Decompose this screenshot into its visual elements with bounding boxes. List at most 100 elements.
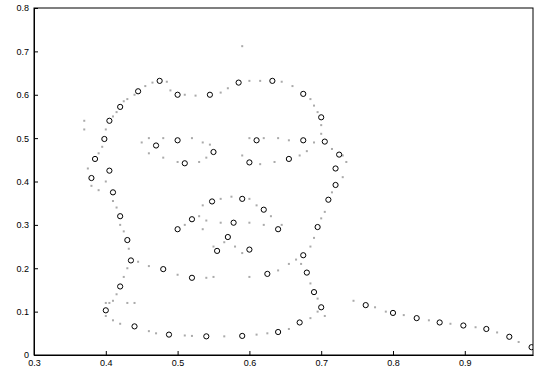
point-square bbox=[313, 237, 315, 239]
tick: 0.5 bbox=[16, 134, 38, 144]
point-square bbox=[342, 176, 344, 178]
tick-mark bbox=[321, 351, 322, 355]
point-square bbox=[148, 265, 150, 267]
point-square bbox=[234, 246, 236, 248]
point-square bbox=[209, 144, 211, 146]
point-square bbox=[112, 300, 114, 302]
point-circle bbox=[125, 237, 130, 242]
point-square bbox=[309, 282, 311, 284]
point-square bbox=[248, 80, 250, 82]
point-square bbox=[126, 267, 128, 269]
point-square bbox=[248, 222, 250, 224]
point-circle bbox=[270, 78, 275, 83]
point-square bbox=[105, 181, 107, 183]
point-circle bbox=[390, 310, 395, 315]
point-circle bbox=[107, 118, 112, 123]
point-circle bbox=[363, 303, 368, 308]
point-square bbox=[148, 137, 150, 139]
point-square bbox=[148, 330, 150, 332]
point-square bbox=[141, 141, 143, 143]
tick: 0 bbox=[24, 350, 38, 360]
point-square bbox=[309, 98, 311, 100]
point-square bbox=[385, 311, 387, 313]
point-circle bbox=[507, 334, 512, 339]
point-square bbox=[331, 148, 333, 150]
point-circle bbox=[484, 326, 489, 331]
point-circle bbox=[254, 138, 259, 143]
point-square bbox=[288, 139, 290, 141]
point-circle bbox=[89, 175, 94, 180]
point-square bbox=[320, 217, 322, 219]
point-square bbox=[259, 80, 261, 82]
point-circle bbox=[118, 214, 123, 219]
point-square bbox=[313, 105, 315, 107]
point-square bbox=[256, 334, 258, 336]
point-circle bbox=[161, 267, 166, 272]
point-circle bbox=[261, 207, 266, 212]
point-square bbox=[313, 141, 315, 143]
point-square bbox=[123, 100, 125, 102]
point-square bbox=[277, 137, 279, 139]
point-square bbox=[270, 215, 272, 217]
point-square bbox=[198, 215, 200, 217]
point-square bbox=[144, 85, 146, 87]
point-circle bbox=[157, 78, 162, 83]
point-circle bbox=[315, 224, 320, 229]
point-circle bbox=[265, 271, 270, 276]
y-axis: 00.10.20.30.40.50.60.70.8 bbox=[16, 3, 38, 360]
point-circle bbox=[276, 329, 281, 334]
point-square bbox=[105, 315, 107, 317]
point-square bbox=[105, 302, 107, 304]
point-square bbox=[428, 319, 430, 321]
point-circle bbox=[175, 92, 180, 97]
point-square bbox=[116, 293, 118, 295]
tick-label: 0.8 bbox=[387, 358, 400, 368]
point-square bbox=[248, 198, 250, 200]
point-square bbox=[306, 150, 308, 152]
point-circle bbox=[529, 345, 533, 350]
point-square bbox=[123, 276, 125, 278]
tick: 0.2 bbox=[16, 264, 38, 274]
point-square bbox=[128, 248, 130, 250]
point-circle bbox=[211, 149, 216, 154]
point-square bbox=[155, 332, 157, 334]
point-square bbox=[248, 276, 250, 278]
point-square bbox=[184, 224, 186, 226]
point-circle bbox=[311, 290, 316, 295]
point-square bbox=[90, 185, 92, 187]
point-square bbox=[134, 302, 136, 304]
tick: 0.7 bbox=[315, 351, 328, 368]
point-square bbox=[248, 137, 250, 139]
tick: 0.4 bbox=[100, 351, 113, 368]
point-square bbox=[184, 94, 186, 96]
plot: 0.30.40.50.60.70.80.900.10.20.30.40.50.6… bbox=[16, 3, 534, 368]
point-circle bbox=[209, 199, 214, 204]
point-circle bbox=[204, 334, 209, 339]
point-circle bbox=[128, 258, 133, 263]
point-square bbox=[112, 200, 114, 202]
tick: 0.5 bbox=[172, 351, 185, 368]
tick-mark bbox=[34, 8, 38, 9]
point-square bbox=[220, 92, 222, 94]
tick-mark bbox=[393, 351, 394, 355]
point-square bbox=[83, 120, 85, 122]
point-circle bbox=[110, 190, 115, 195]
point-circle bbox=[207, 92, 212, 97]
point-square bbox=[101, 146, 103, 148]
tick-label: 0.4 bbox=[16, 177, 29, 187]
point-square bbox=[295, 259, 297, 261]
point-circle bbox=[337, 152, 342, 157]
point-square bbox=[223, 335, 225, 337]
point-square bbox=[324, 315, 326, 317]
tick: 0.3 bbox=[16, 220, 38, 230]
point-square bbox=[274, 161, 276, 163]
point-square bbox=[205, 157, 207, 159]
point-circle bbox=[286, 156, 291, 161]
point-square bbox=[320, 133, 322, 135]
point-square bbox=[403, 314, 405, 316]
point-circle bbox=[102, 136, 107, 141]
tick-label: 0.4 bbox=[100, 358, 113, 368]
point-square bbox=[177, 274, 179, 276]
point-square bbox=[116, 207, 118, 209]
point-circle bbox=[326, 197, 331, 202]
